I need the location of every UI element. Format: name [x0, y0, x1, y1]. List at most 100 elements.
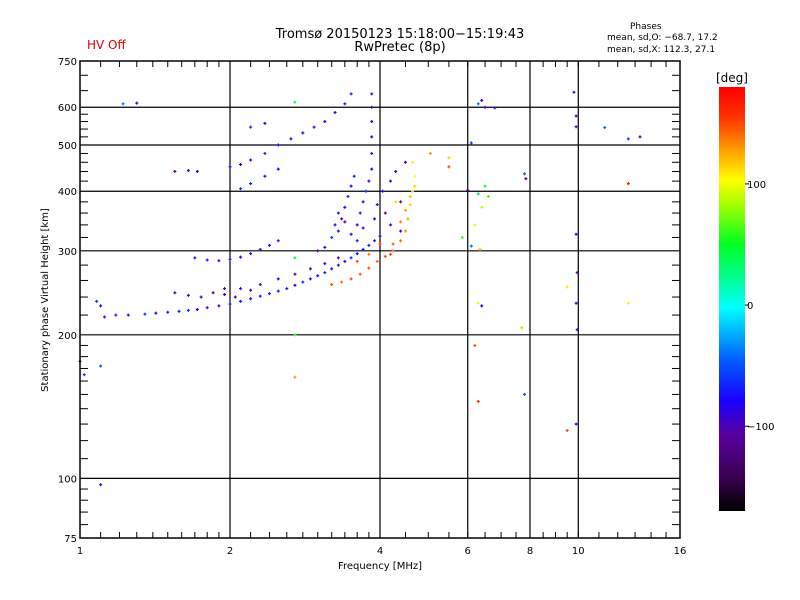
data-point: [285, 287, 289, 291]
y-tick-label: 75: [64, 534, 77, 545]
data-point: [239, 187, 243, 191]
data-point: [370, 120, 374, 124]
data-point: [340, 217, 344, 221]
data-point: [408, 194, 412, 198]
data-point: [205, 258, 209, 262]
data-point: [308, 267, 312, 271]
data-point: [143, 312, 147, 316]
data-point: [249, 182, 253, 186]
y-tick-label: 600: [58, 103, 77, 114]
data-point: [211, 291, 215, 295]
data-point: [367, 179, 371, 183]
data-point: [349, 92, 353, 96]
data-point: [352, 174, 356, 178]
data-point: [99, 304, 103, 308]
data-point: [293, 283, 297, 287]
data-point: [389, 252, 393, 256]
x-tick-label: 4: [377, 546, 383, 557]
data-point: [574, 301, 578, 305]
data-point: [249, 252, 253, 256]
data-point: [391, 249, 395, 253]
data-point: [340, 280, 344, 284]
data-point: [411, 189, 415, 193]
data-point: [121, 102, 125, 106]
data-point: [308, 277, 312, 281]
data-point: [378, 242, 382, 246]
data-point: [399, 239, 403, 243]
data-point: [403, 160, 407, 164]
data-point: [233, 295, 237, 299]
data-point: [389, 179, 393, 183]
data-point: [523, 392, 527, 396]
data-point: [413, 184, 417, 188]
data-point: [574, 422, 578, 426]
data-point: [413, 174, 417, 178]
data-points: [78, 90, 642, 487]
data-point: [473, 343, 477, 347]
data-point: [626, 137, 630, 141]
data-point: [403, 229, 407, 233]
data-point: [626, 301, 630, 305]
data-point: [478, 247, 482, 251]
data-point: [258, 294, 262, 298]
data-point: [355, 252, 359, 256]
data-point: [99, 483, 103, 487]
y-tick-label: 500: [58, 141, 77, 152]
data-point: [574, 125, 578, 129]
data-point: [476, 192, 480, 196]
data-point: [267, 292, 271, 296]
data-point: [373, 217, 377, 221]
phases-title: Phases: [630, 22, 662, 32]
colorbar: [719, 87, 745, 511]
data-point: [394, 200, 398, 204]
data-point: [330, 267, 334, 271]
data-point: [483, 184, 487, 188]
data-point: [565, 429, 569, 433]
data-point: [293, 100, 297, 104]
data-point: [483, 105, 487, 109]
data-point: [523, 172, 527, 176]
data-point: [370, 167, 374, 171]
data-point: [199, 295, 203, 299]
data-point: [186, 293, 190, 297]
data-point: [383, 211, 387, 215]
colorbar-tick-label: 0: [747, 301, 753, 312]
data-point: [195, 169, 199, 173]
data-point: [370, 92, 374, 96]
data-point: [293, 375, 297, 379]
data-point: [575, 328, 579, 332]
data-point: [276, 239, 280, 243]
x-tick-label: 2: [227, 546, 233, 557]
data-point: [114, 313, 118, 317]
data-point: [373, 239, 377, 243]
data-point: [223, 292, 227, 296]
data-point: [466, 188, 470, 192]
y-tick-label: 300: [58, 247, 77, 258]
data-point: [493, 106, 497, 110]
x-axis-title: Frequency [MHz]: [338, 561, 422, 572]
data-point: [361, 247, 365, 251]
data-point: [375, 203, 379, 207]
hv-status-label: HV Off: [87, 38, 126, 52]
data-point: [135, 101, 139, 105]
colorbar-label: [deg]: [716, 71, 748, 85]
data-point: [267, 243, 271, 247]
data-point: [469, 141, 473, 145]
data-point: [276, 277, 280, 281]
data-point: [367, 266, 371, 270]
data-point: [375, 259, 379, 263]
data-point: [249, 158, 253, 162]
data-point: [389, 223, 393, 227]
data-point: [343, 205, 347, 209]
data-point: [358, 211, 362, 215]
data-point: [399, 229, 403, 233]
data-point: [336, 229, 340, 233]
x-tick-label: 16: [674, 546, 687, 557]
data-point: [574, 114, 578, 118]
x-tick-label: 6: [465, 546, 471, 557]
data-point: [239, 299, 243, 303]
data-point: [343, 220, 347, 224]
data-point: [205, 306, 209, 310]
data-point: [126, 313, 130, 317]
